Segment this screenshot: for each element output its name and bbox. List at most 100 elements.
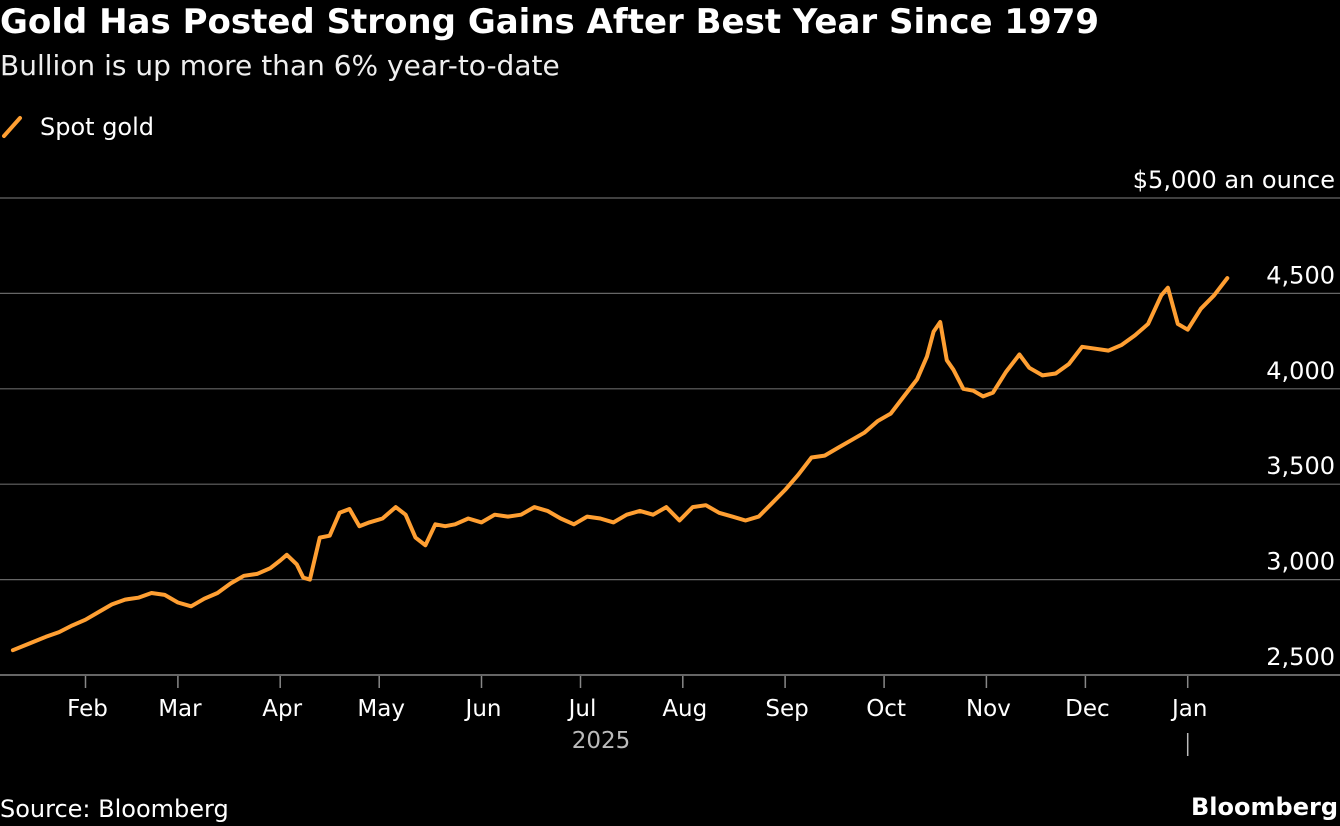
data-point <box>1028 366 1031 369</box>
data-point <box>381 517 384 520</box>
data-point <box>414 536 417 539</box>
data-point <box>926 355 929 358</box>
x-year-label: 2025 <box>572 728 631 754</box>
legend-label: Spot gold <box>40 113 155 141</box>
legend-swatch <box>2 116 22 138</box>
data-point <box>939 321 942 324</box>
data-point <box>493 513 496 516</box>
series-line-spot-gold <box>10 276 1230 653</box>
data-point <box>823 454 826 457</box>
data-point <box>506 515 509 518</box>
data-point <box>1176 322 1179 325</box>
x-tick-label-may: May <box>357 696 405 722</box>
data-point <box>718 511 721 514</box>
data-point <box>665 506 668 509</box>
data-point <box>1005 370 1008 373</box>
data-point <box>1018 353 1021 356</box>
data-point <box>1120 343 1123 346</box>
data-point <box>546 509 549 512</box>
data-point <box>84 618 87 621</box>
data-point <box>850 439 853 442</box>
data-point <box>454 523 457 526</box>
data-point <box>916 378 919 381</box>
data-point <box>318 536 321 539</box>
data-point <box>876 420 879 423</box>
data-point <box>1107 349 1110 352</box>
data-point <box>1213 294 1216 297</box>
data-point <box>71 624 74 627</box>
data-point <box>638 509 641 512</box>
x-tick-label-jan: Jan <box>1170 696 1207 722</box>
data-point <box>1133 334 1136 337</box>
data-point <box>242 574 245 577</box>
data-point <box>279 559 282 562</box>
data-point <box>889 412 892 415</box>
y-tick-label-4000: 4,000 <box>1266 357 1335 385</box>
brand-logo: Bloomberg <box>1191 793 1338 821</box>
legend: Spot gold <box>0 110 154 144</box>
data-point <box>434 523 437 526</box>
x-tick-label-feb: Feb <box>67 696 108 722</box>
y-tick-label-3500: 3,500 <box>1266 452 1335 480</box>
data-point <box>992 391 995 394</box>
data-point <box>784 488 787 491</box>
x-tick-label-nov: Nov <box>966 696 1011 722</box>
data-point <box>1199 307 1202 310</box>
data-point <box>176 601 179 604</box>
data-point <box>599 517 602 520</box>
data-point <box>836 446 839 449</box>
data-point <box>863 431 866 434</box>
data-point <box>1147 322 1150 325</box>
data-point <box>110 603 113 606</box>
data-point <box>731 515 734 518</box>
data-point <box>652 513 655 516</box>
x-tick-label-aug: Aug <box>662 696 707 722</box>
data-point <box>1094 347 1097 350</box>
data-point <box>216 592 219 595</box>
data-point <box>203 597 206 600</box>
data-point <box>480 521 483 524</box>
y-tick-label-4500: 4,500 <box>1266 261 1335 289</box>
x-tick-label-oct: Oct <box>866 696 906 722</box>
data-point <box>308 578 311 581</box>
data-point <box>150 592 153 595</box>
y-tick-label-2500: 2,500 <box>1266 643 1335 671</box>
data-point <box>1081 345 1084 348</box>
data-point <box>394 506 397 509</box>
data-point <box>358 525 361 528</box>
data-point <box>770 502 773 505</box>
data-point <box>58 631 61 634</box>
data-point <box>444 525 447 528</box>
data-point <box>137 596 140 599</box>
data-point <box>533 506 536 509</box>
data-point <box>962 387 965 390</box>
data-point <box>932 330 935 333</box>
y-tick-label-5000: $5,000 an ounce <box>1133 166 1335 194</box>
data-point <box>744 519 747 522</box>
data-point <box>285 553 288 556</box>
data-point <box>559 517 562 520</box>
data-point <box>952 368 955 371</box>
chart-title: Gold Has Posted Strong Gains After Best … <box>0 2 1100 42</box>
data-point <box>982 395 985 398</box>
data-point <box>11 649 14 652</box>
data-point <box>612 521 615 524</box>
x-tick-label-jul: Jul <box>567 696 597 722</box>
data-point <box>269 567 272 570</box>
data-point <box>229 582 232 585</box>
data-point <box>1166 286 1169 289</box>
data-point <box>572 523 575 526</box>
source-note: Source: Bloomberg <box>0 795 229 823</box>
data-point <box>302 576 305 579</box>
data-point <box>256 572 259 575</box>
data-point <box>520 513 523 516</box>
data-point <box>625 513 628 516</box>
data-point <box>28 642 31 645</box>
x-tick-label-apr: Apr <box>262 696 302 722</box>
data-point <box>1041 374 1044 377</box>
data-point <box>972 389 975 392</box>
data-point <box>797 473 800 476</box>
data-point <box>348 508 351 511</box>
data-point <box>704 504 707 507</box>
data-point <box>1054 372 1057 375</box>
